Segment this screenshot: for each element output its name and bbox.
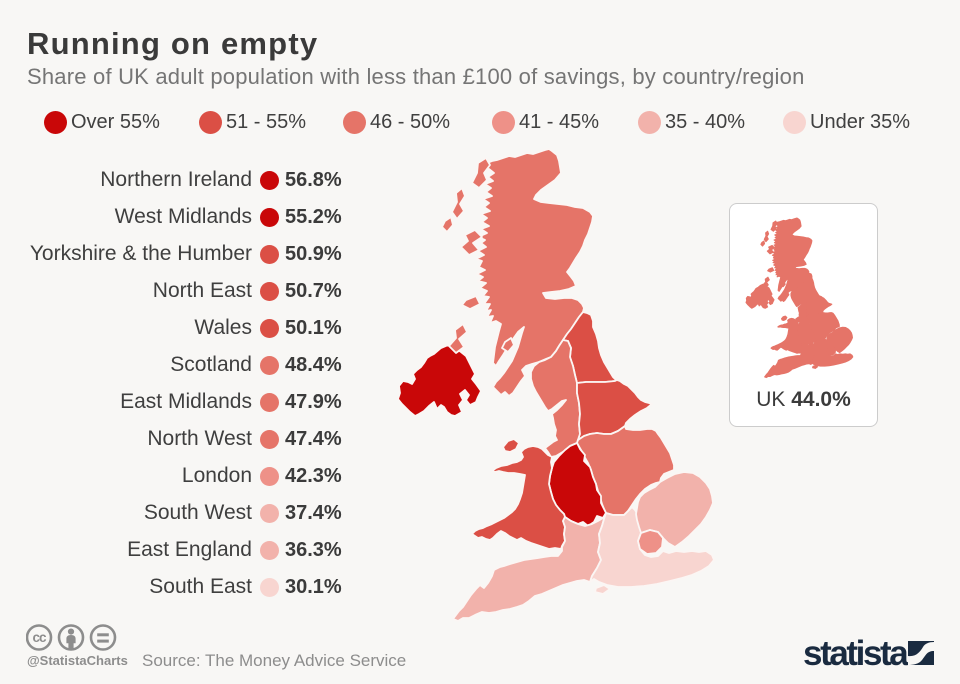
svg-text:cc: cc — [32, 630, 47, 645]
svg-text:statista: statista — [804, 635, 909, 673]
